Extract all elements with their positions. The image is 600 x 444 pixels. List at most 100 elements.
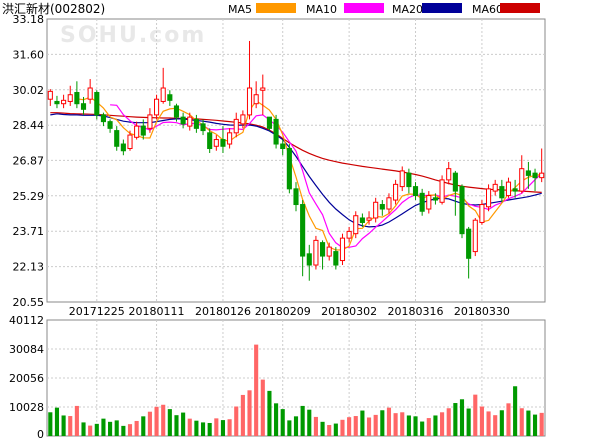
volume-bar: [181, 412, 186, 436]
volume-bar: [300, 405, 305, 436]
candle-body: [160, 87, 166, 102]
volume-bars: [48, 344, 544, 436]
candle-body: [147, 114, 153, 129]
ma-line-ma10: [110, 104, 543, 249]
volume-bar: [194, 420, 199, 436]
candle-body: [306, 253, 312, 266]
candle-body: [333, 251, 339, 266]
chart-title: 洪汇新材(002802): [2, 1, 105, 16]
candle-body: [193, 118, 199, 129]
volume-bar: [473, 394, 478, 436]
date-axis: 20171225 20180111 20180126 20180209 20180302…: [69, 305, 510, 318]
volume-bar: [127, 424, 133, 436]
candle-body: [426, 195, 432, 210]
candle-body: [439, 179, 445, 203]
candle-body: [61, 99, 67, 105]
candle-body: [74, 91, 80, 105]
candle-body: [107, 121, 113, 129]
volume-bar: [393, 413, 398, 436]
volume-tick-label: 30084: [9, 343, 44, 356]
volume-bar: [539, 412, 544, 436]
volume-bar: [506, 403, 511, 436]
volume-bar: [280, 409, 285, 436]
volume-bar: [94, 423, 99, 436]
candle-body: [359, 217, 365, 223]
volume-bar: [353, 416, 358, 436]
volume-bar: [366, 417, 372, 436]
volume-bar: [340, 419, 345, 436]
volume-bar: [234, 406, 239, 436]
volume-bar: [360, 410, 365, 436]
volume-bar: [154, 406, 159, 436]
candle-body: [67, 94, 73, 102]
volume-bar: [459, 399, 465, 436]
volume-bar: [479, 406, 484, 436]
candle-body: [154, 98, 160, 116]
candle-body: [505, 181, 512, 197]
candle-body: [472, 219, 478, 253]
volume-bar: [220, 420, 226, 436]
candle-body: [393, 183, 399, 201]
candle-body: [406, 172, 412, 188]
legend-ma60-label: MA60: [472, 3, 503, 16]
candle-body: [180, 116, 186, 125]
candle-body: [386, 197, 392, 210]
candle-body: [80, 103, 87, 110]
volume-bar: [147, 411, 152, 436]
price-tick-label: 30.02: [13, 84, 45, 97]
candle-body: [266, 116, 272, 129]
volume-bar: [499, 410, 504, 436]
candle-body: [412, 186, 419, 197]
candle-body: [246, 87, 253, 116]
candle-body: [220, 139, 226, 147]
candle-body: [286, 148, 292, 190]
volume-bar: [274, 403, 279, 436]
candle-body: [173, 105, 180, 118]
volume-bar: [161, 404, 166, 436]
candle-body: [326, 246, 332, 257]
volume-bar: [413, 416, 418, 436]
volume-bar: [61, 415, 66, 436]
ma-line-ma60: [50, 112, 542, 193]
volume-tick-label: 40112: [9, 314, 44, 327]
candle-body: [399, 170, 405, 188]
date-tick-label: 20180111: [129, 305, 185, 318]
volume-tick-label: 0: [37, 428, 44, 440]
volume-bar: [227, 419, 232, 436]
ma-line-ma5: [76, 96, 542, 251]
candle-body: [233, 118, 239, 134]
candle-body: [339, 237, 346, 262]
candle-body: [499, 186, 505, 199]
volume-bar: [327, 425, 332, 436]
volume-bar: [400, 412, 405, 436]
volume-bar: [519, 408, 524, 436]
price-tick-label: 28.44: [13, 119, 45, 132]
date-tick-label: 20180302: [321, 305, 377, 318]
volume-bar: [167, 409, 172, 436]
volume-bar: [446, 408, 451, 436]
volume-bar: [526, 410, 531, 436]
volume-bar: [320, 421, 325, 436]
legend-ma10-swatch: [344, 3, 384, 13]
volume-bar: [54, 407, 60, 436]
volume-bar: [214, 418, 219, 436]
candle-body: [260, 87, 266, 91]
price-tick-label: 33.18: [13, 13, 45, 26]
candle-body: [120, 143, 126, 152]
candle-body: [134, 125, 140, 138]
candle-body: [432, 197, 438, 201]
volume-bar: [420, 421, 425, 436]
legend-ma20-swatch: [422, 3, 462, 13]
candle-body: [200, 123, 206, 132]
candle-body: [280, 143, 286, 150]
moving-average-lines: [50, 96, 543, 251]
volume-bar: [453, 403, 458, 436]
candle-body: [466, 228, 472, 259]
legend-ma20-label: MA20: [392, 3, 423, 16]
volume-bar: [307, 409, 312, 436]
candle-body: [54, 100, 60, 105]
legend-ma5-swatch: [256, 3, 296, 13]
volume-tick-label: 20056: [9, 372, 44, 385]
candle-body: [492, 183, 498, 192]
date-tick-label: 20171225: [69, 305, 125, 318]
